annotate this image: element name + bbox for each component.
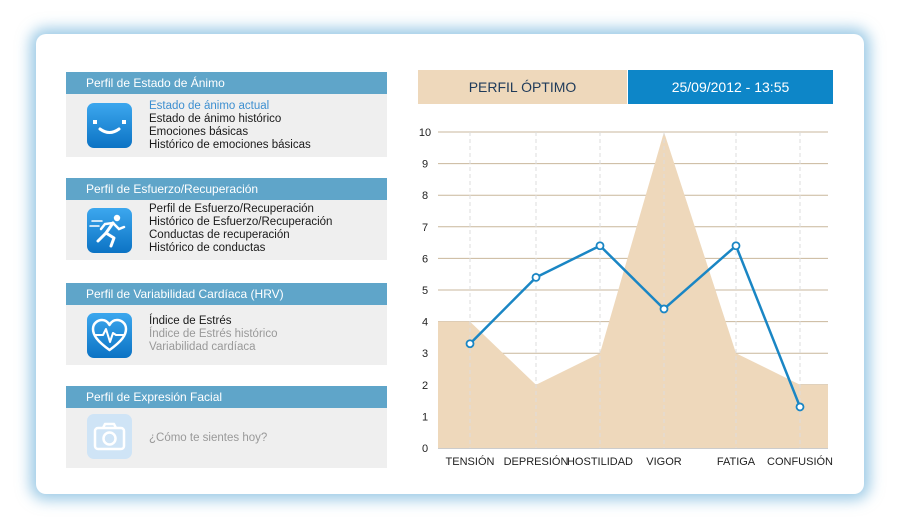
- y-tick-label: 9: [422, 159, 428, 171]
- y-tick-label: 3: [422, 348, 428, 360]
- chart-title: PERFIL ÓPTIMO: [418, 70, 627, 104]
- heart-pulse-icon[interactable]: [87, 313, 132, 358]
- panel-title: Perfil de Estado de Ánimo: [66, 72, 387, 94]
- hrv-panel: Perfil de Variabilidad Cardíaca (HRV) Ín…: [66, 283, 387, 365]
- chart-datetime: 25/09/2012 - 13:55: [628, 70, 833, 104]
- menu-item-stress-index[interactable]: Índice de Estrés: [149, 315, 232, 327]
- runner-icon[interactable]: [87, 208, 132, 253]
- y-tick-label: 5: [422, 285, 428, 297]
- line-series: [469, 244, 802, 408]
- y-tick-label: 8: [422, 190, 428, 202]
- menu-item-basic-emotions[interactable]: Emociones básicas: [149, 126, 249, 138]
- x-tick-label: HOSTILIDAD: [567, 456, 633, 468]
- menu-item-effort-profile[interactable]: Perfil de Esfuerzo/Recuperación: [149, 203, 314, 215]
- mood-profile-panel: Perfil de Estado de Ánimo Estado de ánim…: [66, 72, 387, 157]
- data-point: [595, 241, 605, 251]
- data-point: [659, 304, 669, 314]
- menu-item-cardiac-variability[interactable]: Variabilidad cardíaca: [149, 341, 256, 353]
- panel-title: Perfil de Variabilidad Cardíaca (HRV): [66, 283, 387, 305]
- menu-item-mood-history[interactable]: Estado de ánimo histórico: [149, 113, 282, 125]
- menu-item-basic-emotions-history[interactable]: Histórico de emociones básicas: [149, 139, 311, 151]
- panel-body: ¿Cómo te sientes hoy?: [66, 408, 387, 468]
- menu-item-how-do-you-feel[interactable]: ¿Cómo te sientes hoy?: [149, 432, 268, 444]
- x-tick-label: DEPRESIÓN: [504, 455, 569, 468]
- y-tick-label: 1: [422, 411, 428, 423]
- panel-body: Estado de ánimo actual Estado de ánimo h…: [66, 94, 387, 157]
- facial-expression-panel: Perfil de Expresión Facial ¿Cómo te sien…: [66, 386, 387, 468]
- data-point: [531, 272, 541, 282]
- panel-title: Perfil de Esfuerzo/Recuperación: [66, 178, 387, 200]
- smiley-face-icon[interactable]: [87, 103, 132, 148]
- y-tick-label: 4: [422, 317, 428, 329]
- data-point: [465, 339, 475, 349]
- x-tick-label: TENSIÓN: [446, 455, 495, 468]
- panel-title: Perfil de Expresión Facial: [66, 386, 387, 408]
- y-tick-label: 7: [422, 222, 428, 234]
- camera-icon: [87, 414, 132, 459]
- y-tick-label: 0: [422, 443, 428, 455]
- panel-body: Índice de Estrés Índice de Estrés histór…: [66, 305, 387, 365]
- y-tick-label: 2: [422, 380, 428, 392]
- menu-item-current-mood[interactable]: Estado de ánimo actual: [149, 100, 270, 112]
- menu-item-stress-history[interactable]: Índice de Estrés histórico: [149, 328, 278, 340]
- x-tick-label: VIGOR: [646, 456, 682, 468]
- x-tick-label: CONFUSIÓN: [767, 455, 833, 468]
- menu-item-effort-history[interactable]: Histórico de Esfuerzo/Recuperación: [149, 216, 333, 228]
- data-point: [795, 402, 805, 412]
- area-series: [438, 132, 828, 448]
- panel-body: Perfil de Esfuerzo/Recuperación Históric…: [66, 200, 387, 260]
- x-tick-label: FATIGA: [717, 456, 756, 468]
- menu-item-recovery-behaviors[interactable]: Conductas de recuperación: [149, 229, 290, 241]
- y-tick-label: 10: [419, 127, 431, 139]
- effort-recovery-panel: Perfil de Esfuerzo/Recuperación Perfil d…: [66, 178, 387, 260]
- menu-item-behaviors-history[interactable]: Histórico de conductas: [149, 242, 266, 254]
- y-tick-label: 6: [422, 253, 428, 265]
- data-point: [731, 241, 741, 251]
